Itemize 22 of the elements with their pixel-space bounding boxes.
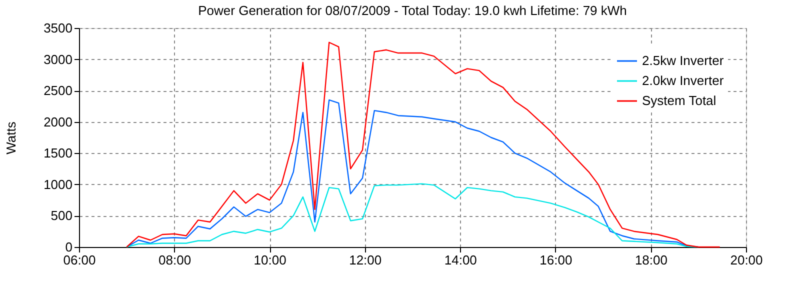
x-tick-label: 16:00 xyxy=(540,252,572,268)
x-tick-label: 10:00 xyxy=(254,252,286,268)
y-tick-label: 0 xyxy=(65,240,72,254)
x-tick-label: 18:00 xyxy=(634,252,668,268)
x-tick-label: 20:00 xyxy=(730,252,763,268)
legend-label: System Total xyxy=(642,93,716,108)
y-tick-label: 2000 xyxy=(44,114,72,130)
x-tick-label: 12:00 xyxy=(349,252,382,268)
y-tick-label: 2500 xyxy=(44,83,72,98)
line-series xyxy=(126,183,699,248)
x-tick-label: 06:00 xyxy=(63,252,96,268)
y-tick-label: 3000 xyxy=(44,52,72,67)
y-tick-label: 1000 xyxy=(44,176,72,192)
y-tick-label: 500 xyxy=(50,208,72,224)
chart-title: Power Generation for 08/07/2009 - Total Today: 19.0 kwh Lifetime: 79 kWh xyxy=(198,3,627,18)
x-tick-label: 08:00 xyxy=(158,252,192,268)
y-tick-label: 3500 xyxy=(44,20,72,36)
legend-label: 2.0kw Inverter xyxy=(642,73,724,88)
y-tick-label: 1500 xyxy=(44,146,72,161)
legend-label: 2.5kw Inverter xyxy=(642,53,724,68)
y-axis-title: Watts xyxy=(4,121,19,154)
x-tick-label: 14:00 xyxy=(444,252,477,268)
